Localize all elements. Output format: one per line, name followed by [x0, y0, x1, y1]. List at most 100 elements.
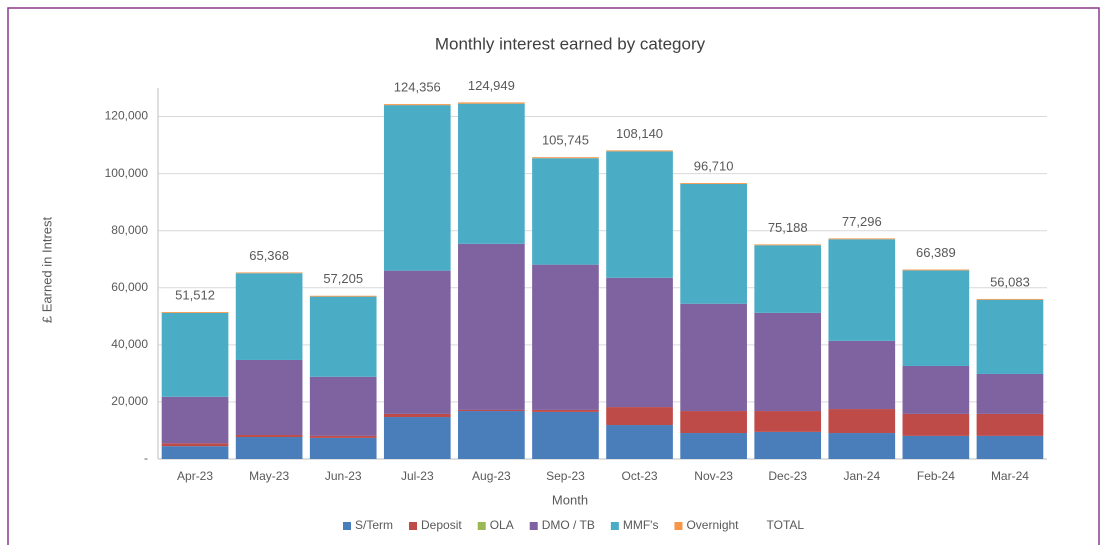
bar-segment: [680, 183, 747, 304]
bar-segment: [680, 303, 747, 412]
bar-segment: [828, 340, 896, 410]
y-axis-title: £ Earned in Intrest: [39, 217, 54, 324]
bar-segment: [828, 238, 896, 240]
bar-segment: [606, 151, 673, 278]
bar-segment: [309, 435, 377, 438]
bar-segment: [532, 409, 599, 412]
y-tick-label: 20,000: [111, 394, 148, 408]
total-label: 57,205: [323, 271, 363, 286]
y-tick-label: 60,000: [111, 280, 148, 294]
bar-segment: [383, 413, 451, 418]
bar-segment: [383, 105, 451, 271]
legend-swatch: [343, 522, 351, 530]
bar-segment: [606, 277, 673, 408]
legend-label: S/Term: [355, 518, 393, 532]
bar-segment: [606, 150, 673, 152]
bar-segment: [383, 270, 451, 414]
total-label: 56,083: [990, 274, 1030, 289]
bar-segment: [976, 413, 1044, 436]
bar-segment: [309, 376, 377, 436]
bar-segment: [235, 437, 303, 459]
bar-segment: [976, 435, 1044, 459]
bar-segment: [458, 102, 525, 104]
bar-segment: [606, 425, 673, 459]
bar-segment: [976, 299, 1044, 374]
total-label: 124,356: [394, 80, 441, 95]
x-tick-label: Mar-24: [991, 469, 1029, 483]
x-tick-label: Sep-23: [546, 469, 585, 483]
x-tick-label: Oct-23: [622, 469, 658, 483]
bar-segment: [309, 295, 377, 297]
bar-segment: [754, 244, 822, 246]
legend-swatch: [477, 522, 486, 530]
bar-segment: [458, 409, 525, 412]
legend-swatch: [674, 522, 683, 530]
total-label: 96,710: [694, 158, 734, 173]
bar-segment: [235, 359, 303, 436]
legend-label: DMO / TB: [542, 518, 595, 532]
bar-segment: [458, 103, 525, 244]
bar-segment: [754, 245, 822, 313]
total-label: 105,745: [542, 133, 589, 148]
bar-segment: [235, 272, 303, 274]
bar-segment: [532, 411, 599, 459]
total-label: 108,140: [616, 126, 663, 141]
chart-title: Monthly interest earned by category: [435, 34, 706, 53]
x-tick-label: Aug-23: [472, 469, 511, 483]
bar-segment: [161, 311, 229, 313]
bar-segment: [161, 312, 229, 397]
bar-segment: [976, 373, 1044, 414]
bar-segment: [902, 435, 970, 459]
bar-segment: [680, 411, 747, 434]
bar-segment: [383, 417, 451, 459]
bar-segment: [606, 407, 673, 426]
frame: [7, 7, 1100, 545]
y-tick-label: -: [144, 451, 148, 465]
x-axis-title: Month: [552, 492, 588, 507]
legend-label: Overnight: [686, 518, 739, 532]
bar-segment: [458, 411, 525, 459]
bar-segment: [754, 431, 822, 459]
bar-segment: [235, 435, 303, 438]
bar-segment: [383, 104, 451, 106]
x-tick-label: Jun-23: [325, 469, 362, 483]
bar-segment: [161, 446, 229, 459]
y-tick-label: 100,000: [105, 166, 149, 180]
bar-segment: [161, 396, 229, 444]
y-tick-label: 40,000: [111, 337, 148, 351]
legend-swatch: [409, 522, 418, 530]
total-label: 66,389: [916, 245, 956, 260]
bar-segment: [532, 157, 599, 159]
total-label: 75,188: [768, 220, 808, 235]
x-tick-label: Jan-24: [843, 469, 880, 483]
x-tick-label: Nov-23: [694, 469, 733, 483]
x-tick-label: Feb-24: [917, 469, 955, 483]
bar-segment: [680, 183, 747, 184]
x-tick-label: Jul-23: [401, 469, 434, 483]
bar-segment: [976, 298, 1044, 300]
bar-segment: [680, 433, 747, 459]
bar-segment: [902, 413, 970, 436]
bar-segment: [828, 409, 896, 434]
y-tick-label: 120,000: [105, 109, 149, 123]
total-label: 77,296: [842, 214, 882, 229]
bar-segment: [754, 411, 822, 432]
total-label: 124,949: [468, 78, 515, 93]
legend-label: MMF's: [623, 518, 659, 532]
bar-segment: [902, 270, 970, 366]
bar-segment: [828, 239, 896, 341]
bar-segment: [828, 433, 896, 459]
bar-segment: [532, 264, 599, 410]
legend-swatch: [529, 522, 538, 530]
bar-segment: [309, 437, 377, 459]
total-label: 51,512: [175, 287, 215, 302]
bar-segment: [532, 158, 599, 265]
x-tick-label: May-23: [249, 469, 289, 483]
bar-segment: [161, 443, 229, 447]
x-tick-label: Apr-23: [177, 469, 213, 483]
legend-label: Deposit: [421, 518, 462, 532]
bar-segment: [309, 296, 377, 377]
bar-segment: [458, 243, 525, 410]
bar-segment: [902, 269, 970, 271]
